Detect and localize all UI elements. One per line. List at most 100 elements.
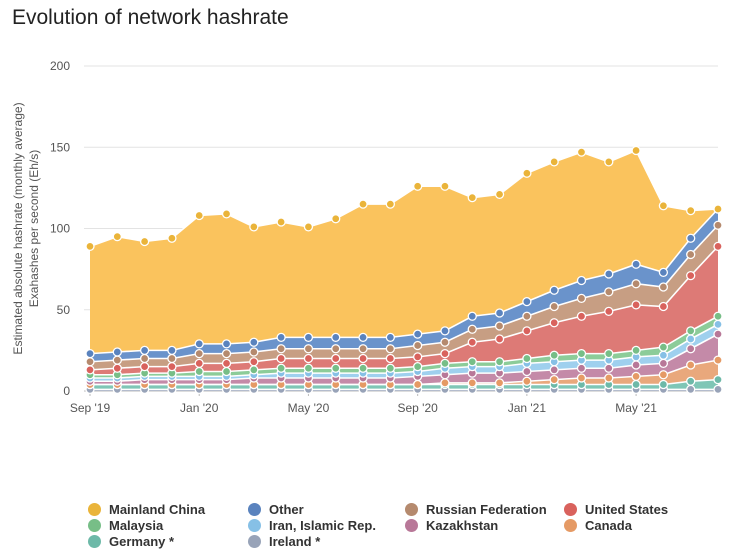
legend-label: Mainland China: [109, 502, 206, 517]
point-malaysia: [576, 348, 587, 359]
point-russian-federation: [549, 301, 559, 312]
area-iran-islamic-rep: [90, 324, 718, 382]
point-russian-federation: [358, 344, 368, 354]
point-iran-islamic-rep: [658, 350, 669, 360]
point-mainland-china: [440, 181, 450, 191]
point-other: [112, 347, 122, 357]
point-mainland-china: [494, 189, 505, 200]
point-other: [85, 348, 95, 359]
point-kazakhstan: [658, 358, 669, 369]
point-other: [686, 233, 696, 243]
legend-item[interactable]: Other: [248, 502, 304, 517]
point-canada: [631, 371, 641, 382]
point-malaysia: [631, 345, 641, 356]
point-united-states: [467, 337, 477, 347]
legend-label: Ireland *: [269, 534, 321, 549]
point-other: [358, 332, 368, 343]
point-mainland-china: [139, 236, 150, 247]
legend-marker-icon: [248, 535, 261, 548]
chart-title: Evolution of network hashrate: [12, 6, 289, 29]
point-malaysia: [686, 326, 696, 336]
point-kazakhstan: [604, 363, 614, 373]
point-united-states: [112, 363, 122, 373]
point-russian-federation: [713, 220, 723, 230]
point-malaysia: [604, 348, 614, 359]
legend-marker-icon: [88, 535, 101, 548]
point-united-states: [249, 357, 259, 367]
point-mainland-china: [85, 241, 95, 252]
area-canada: [90, 360, 718, 385]
point-malaysia: [658, 342, 669, 352]
point-mainland-china: [112, 231, 122, 242]
point-other: [604, 269, 614, 279]
legend-item[interactable]: Russian Federation: [405, 502, 547, 517]
point-united-states: [631, 300, 641, 310]
legend-item[interactable]: Mainland China: [88, 502, 205, 517]
point-mainland-china: [686, 205, 696, 216]
point-russian-federation: [276, 344, 286, 354]
point-russian-federation: [658, 282, 669, 292]
point-russian-federation: [522, 311, 532, 321]
point-russian-federation: [576, 293, 587, 304]
point-canada: [413, 379, 423, 390]
point-canada: [576, 373, 587, 383]
point-other: [631, 259, 641, 269]
point-iran-islamic-rep: [713, 319, 723, 330]
point-other: [139, 345, 150, 356]
point-united-states: [221, 358, 232, 369]
point-mainland-china: [549, 157, 559, 167]
point-germany: [686, 376, 696, 386]
stacked-area-chart: 0 50 100 150 200 Estimated absolute hashrate …: [11, 59, 723, 415]
legend-item[interactable]: Canada: [564, 518, 632, 533]
point-united-states: [604, 306, 614, 317]
legend-item[interactable]: Germany *: [88, 534, 174, 549]
point-malaysia: [249, 365, 259, 375]
point-canada: [658, 370, 669, 380]
point-other: [494, 308, 505, 318]
point-russian-federation: [221, 348, 232, 359]
legend-item[interactable]: Kazakhstan: [405, 518, 498, 533]
legend-marker-icon: [564, 519, 577, 532]
point-malaysia: [358, 363, 368, 373]
line-other: [89, 208, 719, 355]
point-kazakhstan: [713, 329, 723, 339]
point-united-states: [413, 352, 423, 362]
point-kazakhstan: [522, 366, 532, 377]
legend-marker-icon: [248, 519, 261, 532]
point-malaysia: [194, 366, 204, 377]
area-kazakhstan: [90, 334, 718, 385]
point-other: [413, 329, 423, 339]
point-malaysia: [276, 363, 286, 373]
point-united-states: [167, 361, 177, 372]
point-kazakhstan: [686, 344, 696, 354]
legend-label: Russian Federation: [426, 502, 547, 517]
point-united-states: [549, 318, 559, 328]
point-other: [167, 345, 177, 356]
legend-label: Other: [269, 502, 304, 517]
point-malaysia: [413, 361, 423, 372]
legend-label: Canada: [585, 518, 632, 533]
legend-marker-icon: [405, 503, 418, 516]
legend-item[interactable]: Ireland *: [248, 534, 320, 549]
point-other: [331, 332, 341, 343]
point-germany: [713, 374, 723, 385]
point-mainland-china: [576, 147, 587, 157]
legend-item[interactable]: Iran, Islamic Rep.: [248, 518, 376, 533]
x-tick-label: Jan '20: [180, 401, 219, 415]
point-malaysia: [713, 311, 723, 321]
point-russian-federation: [331, 344, 341, 354]
legend-item[interactable]: United States: [564, 502, 668, 517]
point-canada: [686, 360, 696, 370]
point-other: [522, 296, 532, 307]
x-tick-label: May '20: [288, 401, 330, 415]
x-tick-label: Sep '19: [70, 401, 111, 415]
point-ireland: [686, 384, 696, 395]
point-mainland-china: [604, 157, 614, 167]
point-malaysia: [494, 357, 505, 367]
legend-marker-icon: [88, 503, 101, 516]
point-mainland-china: [221, 209, 232, 219]
legend-item[interactable]: Malaysia: [88, 518, 163, 533]
point-russian-federation: [631, 279, 641, 289]
point-mainland-china: [658, 201, 669, 211]
point-kazakhstan: [576, 363, 587, 373]
